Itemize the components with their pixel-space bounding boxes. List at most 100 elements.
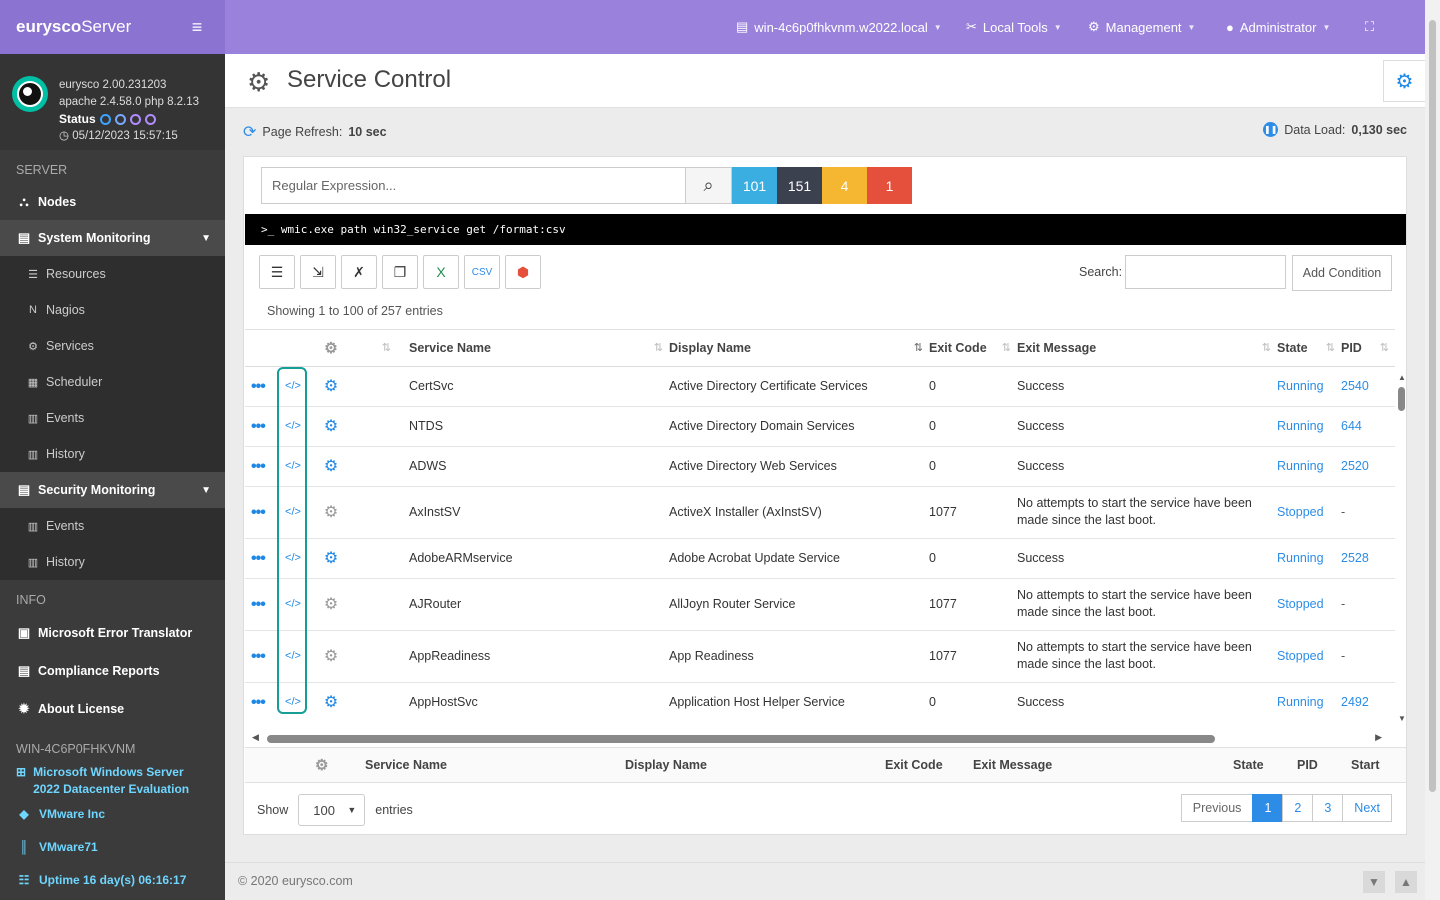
sidebar-item-services[interactable]: ⚙ Services xyxy=(0,328,225,364)
pid-link[interactable]: 644 xyxy=(1341,406,1395,447)
sidebar-item-nodes[interactable]: ⛬ Nodes xyxy=(0,184,225,220)
state-link[interactable]: Stopped xyxy=(1277,486,1341,539)
pid-link[interactable]: 2520 xyxy=(1341,446,1395,487)
row-menu-icon[interactable]: ••• xyxy=(245,538,277,579)
pid-link[interactable]: 2528 xyxy=(1341,538,1395,579)
sidebar-item-sec-events[interactable]: ▥ Events xyxy=(27,519,85,533)
col-display-name[interactable]: Display Name ⇅ xyxy=(669,330,929,367)
fullscreen-icon[interactable]: ⛶ xyxy=(1365,19,1375,34)
row-menu-icon[interactable]: ••• xyxy=(245,486,277,539)
col-gear[interactable]: ⚙ xyxy=(309,330,353,367)
hamburger-menu-icon[interactable]: ≡ xyxy=(191,17,203,37)
state-link[interactable]: Running xyxy=(1277,538,1341,579)
col-service-name[interactable]: Service Name ⇅ xyxy=(409,330,669,367)
pid-link[interactable]: 2492 xyxy=(1341,682,1395,719)
copy-button[interactable]: ❐ xyxy=(382,255,418,289)
code-icon[interactable]: </> xyxy=(277,682,309,719)
sidebar-item-nagios[interactable]: N Nagios xyxy=(0,292,225,328)
service-gear-icon[interactable]: ⚙ xyxy=(309,538,353,579)
code-icon[interactable]: </> xyxy=(277,446,309,487)
host-menu[interactable]: ▤ win-4c6p0fhkvnm.w2022.local ▼ xyxy=(736,19,942,35)
search-icon[interactable]: ⌕ xyxy=(686,167,732,204)
sidebar-item-security-monitoring[interactable]: ▤ Security Monitoring ▼ xyxy=(0,472,225,508)
code-icon[interactable]: </> xyxy=(277,366,309,407)
code-icon[interactable]: </> xyxy=(277,578,309,631)
row-menu-icon[interactable]: ••• xyxy=(245,578,277,631)
page-button-2[interactable]: 2 xyxy=(1282,794,1314,822)
table-row[interactable]: ••• </> ⚙ NTDS Active Directory Domain Servi… xyxy=(245,406,1395,447)
state-link[interactable]: Running xyxy=(1277,446,1341,487)
service-gear-icon[interactable]: ⚙ xyxy=(309,486,353,539)
table-row[interactable]: ••• </> ⚙ AxInstSV ActiveX Installer (AxInst… xyxy=(245,486,1395,539)
col-sort-gear[interactable]: ⇅ xyxy=(353,330,409,367)
regex-search-input[interactable] xyxy=(261,167,686,204)
state-link[interactable]: Stopped xyxy=(1277,630,1341,683)
pid-link[interactable]: 2540 xyxy=(1341,366,1395,407)
previous-page-button[interactable]: Previous xyxy=(1180,794,1254,822)
sidebar-item-system-monitoring[interactable]: ▤ System Monitoring ▼ xyxy=(0,220,225,256)
local-tools-menu[interactable]: ✂ Local Tools ▼ xyxy=(966,19,1062,35)
sidebar-item-about-license[interactable]: ✹ About License xyxy=(0,690,225,728)
sidebar-item-events[interactable]: ▥ Events xyxy=(27,411,85,425)
page-length-select[interactable]: 100 ▼ xyxy=(298,794,366,826)
count-badge-stopped[interactable]: 151 xyxy=(777,167,822,204)
row-menu-icon[interactable]: ••• xyxy=(245,406,277,447)
sidebar-item-sec-history[interactable]: ▥ History xyxy=(27,555,85,569)
service-gear-icon[interactable]: ⚙ xyxy=(309,366,353,407)
brand-logo[interactable]: eurysco Server xyxy=(0,0,225,54)
service-gear-icon[interactable]: ⚙ xyxy=(309,630,353,683)
pid-link[interactable]: - xyxy=(1341,578,1395,631)
table-row[interactable]: ••• </> ⚙ AJRouter AllJoyn Router Service 107… xyxy=(245,578,1395,631)
col-pid[interactable]: PID ⇅ xyxy=(1341,330,1395,367)
service-gear-icon[interactable]: ⚙ xyxy=(309,578,353,631)
code-icon[interactable]: </> xyxy=(277,486,309,539)
count-badge-total[interactable]: 101 xyxy=(732,167,777,204)
count-badge-warning[interactable]: 4 xyxy=(822,167,867,204)
user-menu[interactable]: ● Administrator ▼ xyxy=(1226,19,1331,35)
col-exit-message[interactable]: Exit Message ⇅ xyxy=(1017,330,1277,367)
pdf-export-button[interactable]: ⬢ xyxy=(505,255,541,289)
next-page-button[interactable]: Next xyxy=(1342,794,1392,822)
table-search-input[interactable] xyxy=(1125,255,1286,289)
sidebar-item-compliance-reports[interactable]: ▤ Compliance Reports xyxy=(17,663,160,678)
table-row[interactable]: ••• </> ⚙ CertSvc Active Directory Certifica… xyxy=(245,366,1395,407)
code-icon[interactable]: </> xyxy=(277,406,309,447)
service-gear-icon[interactable]: ⚙ xyxy=(309,406,353,447)
page-button-3[interactable]: 3 xyxy=(1312,794,1344,822)
page-scrollbar[interactable] xyxy=(1425,0,1440,900)
state-link[interactable]: Running xyxy=(1277,682,1341,719)
table-row[interactable]: ••• </> ⚙ ADWS Active Directory Web Services… xyxy=(245,446,1395,487)
state-link[interactable]: Stopped xyxy=(1277,578,1341,631)
sidebar-item-resources[interactable]: ☰ Resources xyxy=(0,256,225,292)
state-link[interactable]: Running xyxy=(1277,406,1341,447)
row-menu-icon[interactable]: ••• xyxy=(245,682,277,719)
code-icon[interactable]: </> xyxy=(277,538,309,579)
row-menu-icon[interactable]: ••• xyxy=(245,446,277,487)
service-gear-icon[interactable]: ⚙ xyxy=(309,682,353,719)
settings-gear-button[interactable]: ⚙ xyxy=(1383,60,1425,102)
management-menu[interactable]: ⚙ Management ▼ xyxy=(1088,19,1196,35)
table-row[interactable]: ••• </> ⚙ AdobeARMservice Adobe Acrobat Upda… xyxy=(245,538,1395,579)
state-link[interactable]: Running xyxy=(1277,366,1341,407)
sidebar-item-error-translator[interactable]: ▣ Microsoft Error Translator xyxy=(17,625,193,640)
col-exit-code[interactable]: Exit Code ⇅ xyxy=(929,330,1017,367)
pid-link[interactable]: - xyxy=(1341,630,1395,683)
add-condition-button[interactable]: Add Condition xyxy=(1292,255,1392,291)
page-button-1[interactable]: 1 xyxy=(1252,794,1284,822)
sidebar-item-scheduler[interactable]: ▦ Scheduler xyxy=(27,375,103,389)
column-select-button[interactable]: ☰ xyxy=(259,255,295,289)
table-horizontal-scrollbar[interactable]: ◀ ▶ xyxy=(252,732,1382,743)
clear-state-button[interactable]: ✗ xyxy=(341,255,377,289)
scroll-up-button[interactable]: ▲ xyxy=(1395,871,1417,893)
table-row[interactable]: ••• </> ⚙ AppHostSvc Application Host Helper… xyxy=(245,682,1395,719)
page-refresh[interactable]: ⟳ Page Refresh: 10 sec xyxy=(243,124,387,141)
row-menu-icon[interactable]: ••• xyxy=(245,366,277,407)
row-menu-icon[interactable]: ••• xyxy=(245,630,277,683)
col-state[interactable]: State ⇅ xyxy=(1277,330,1341,367)
scroll-down-button[interactable]: ▼ xyxy=(1363,871,1385,893)
pid-link[interactable]: - xyxy=(1341,486,1395,539)
excel-export-button[interactable]: X xyxy=(423,255,459,289)
service-gear-icon[interactable]: ⚙ xyxy=(309,446,353,487)
table-row[interactable]: ••• </> ⚙ AppReadiness App Readiness 1077 No a… xyxy=(245,630,1395,683)
save-state-button[interactable]: ⇲ xyxy=(300,255,336,289)
